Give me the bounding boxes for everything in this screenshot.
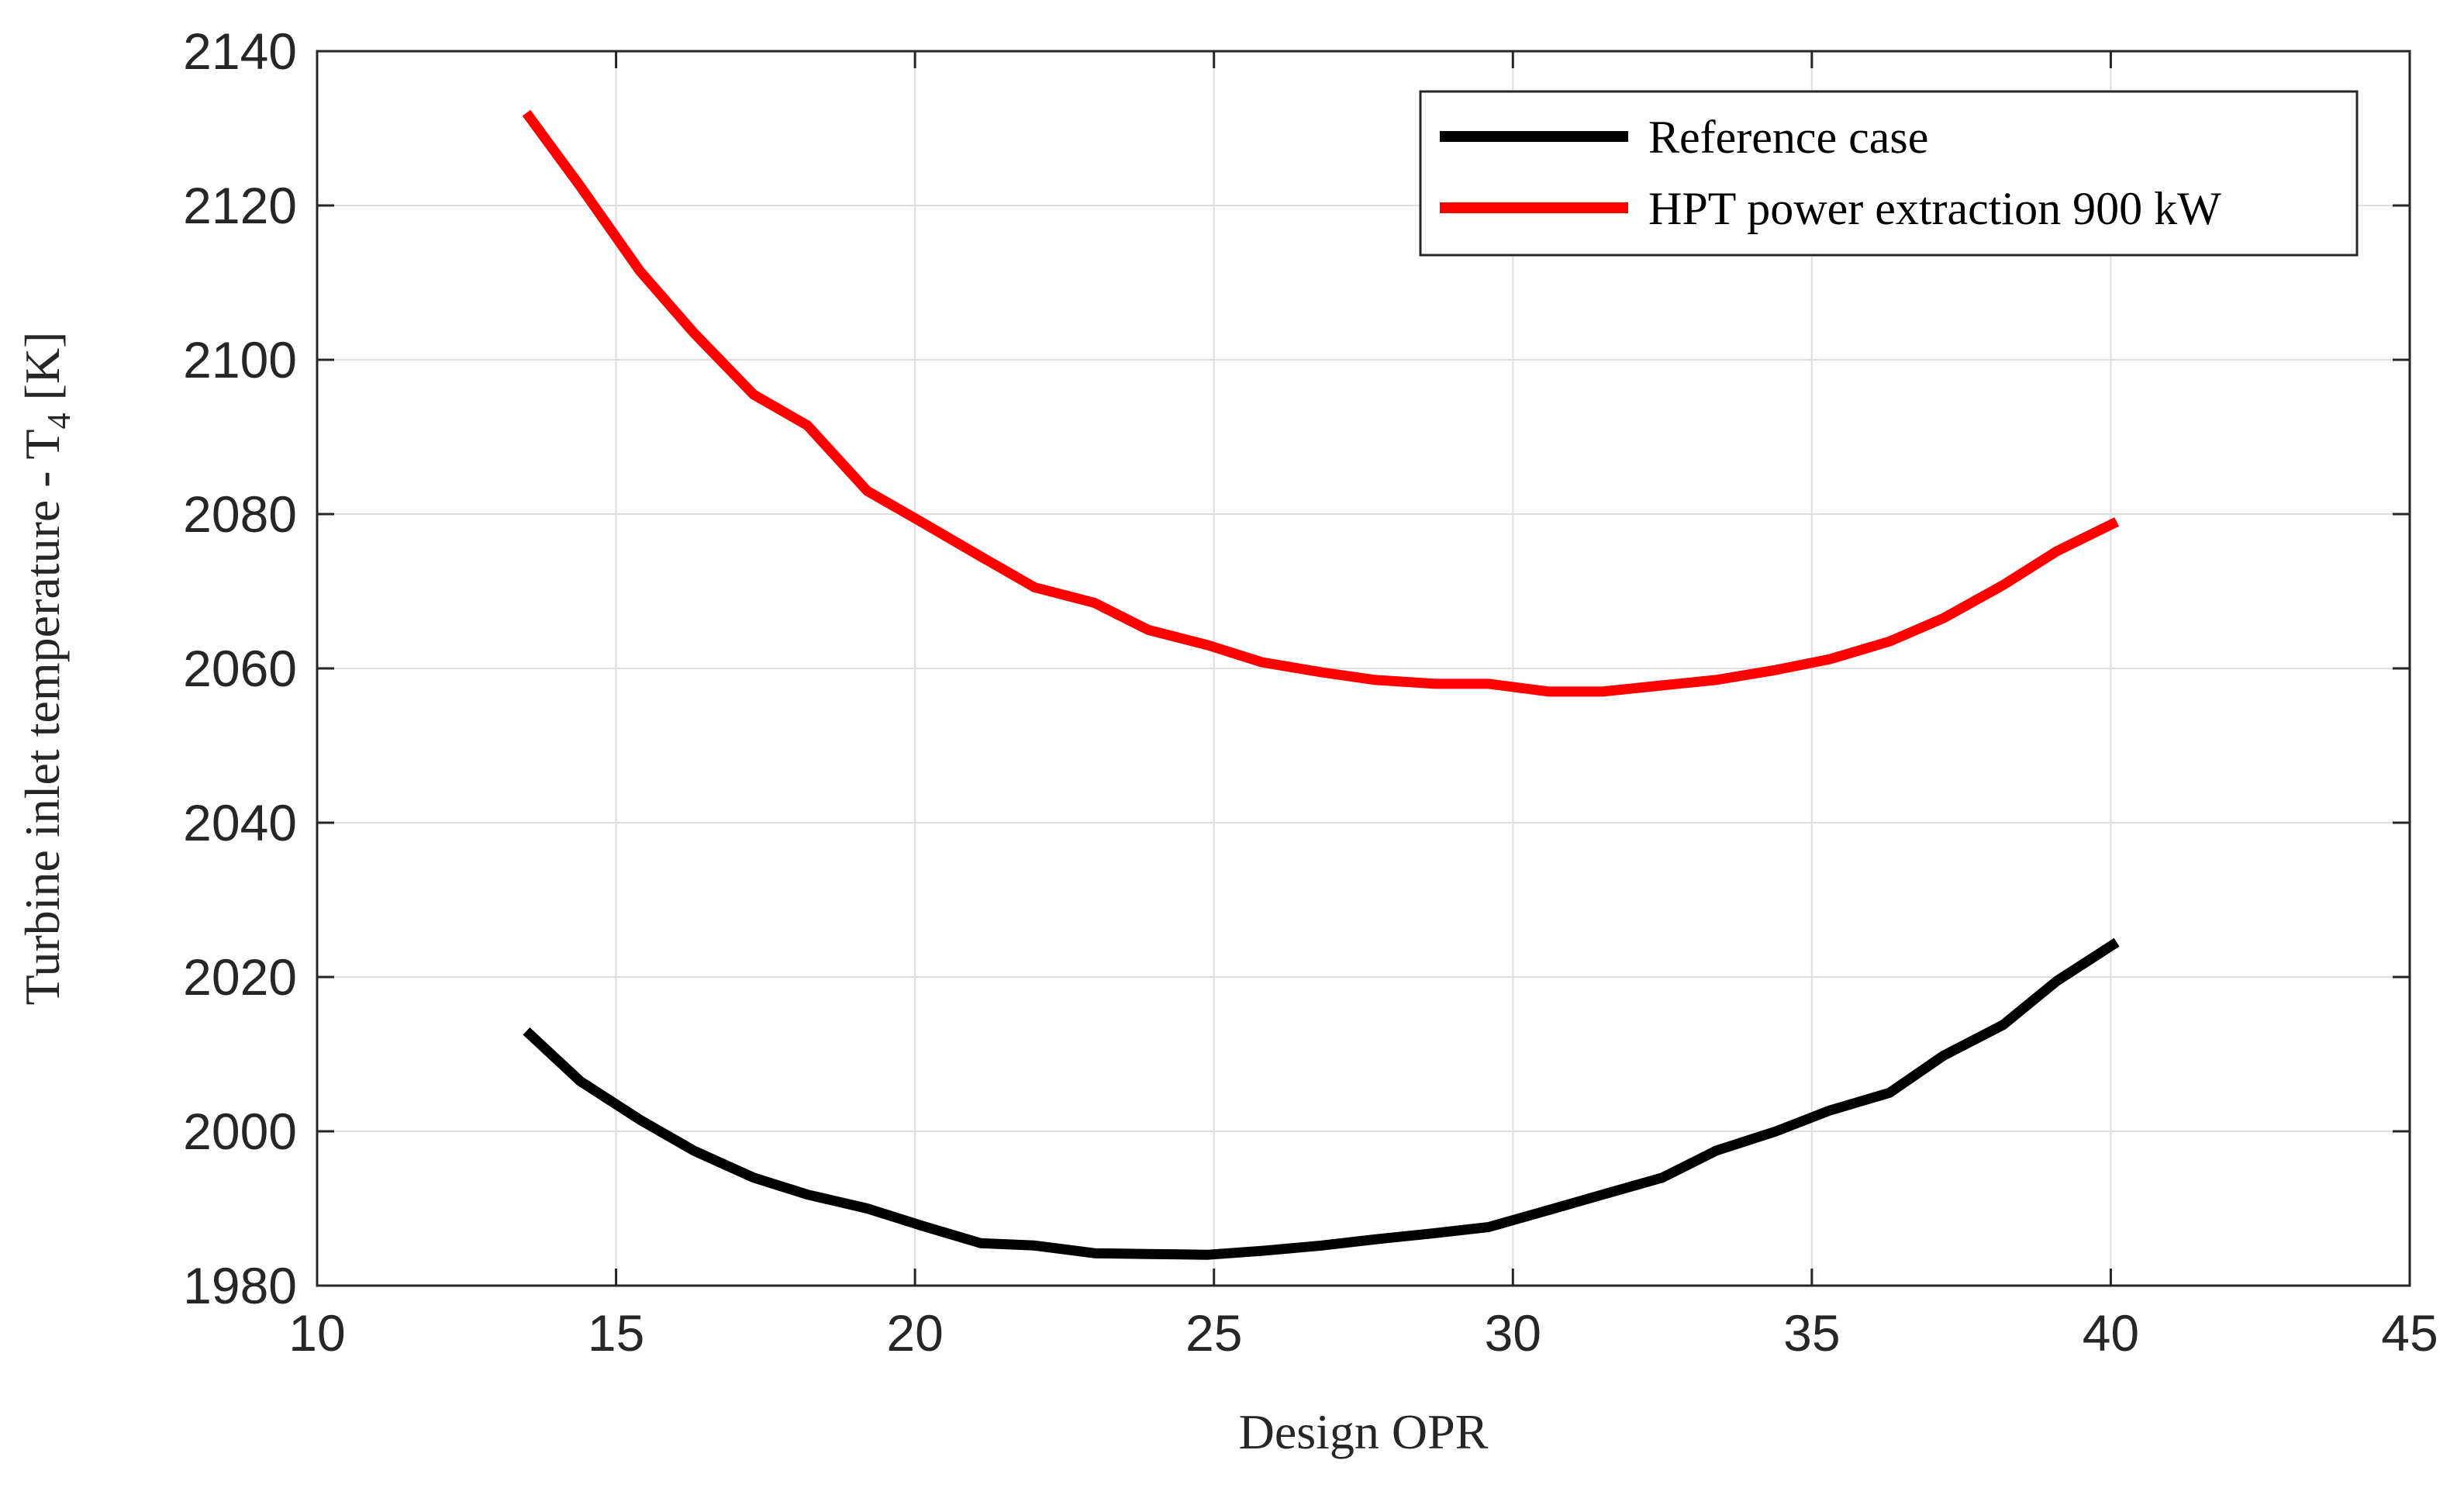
x-tick-label: 40: [2083, 1304, 2139, 1362]
x-tick-label: 30: [1485, 1304, 1541, 1362]
x-tick-label: 15: [588, 1304, 644, 1362]
x-axis-title: Design OPR: [1239, 1404, 1489, 1459]
y-tick-label: 1980: [183, 1257, 297, 1314]
x-tick-label: 20: [886, 1304, 943, 1362]
axis-ticks: 10 15 20 25 30 35 40 45 1980 2000 2020 2040 2060 2080…: [183, 22, 2438, 1362]
legend-label-hpt-power-extraction: HPT power extraction 900 kW: [1648, 183, 2221, 234]
y-tick-label: 2040: [183, 794, 297, 851]
x-tick-label: 35: [1783, 1304, 1840, 1362]
y-axis-title-unit: [K]: [15, 332, 70, 413]
y-tick-label: 2060: [183, 640, 297, 697]
series-lines: [522, 109, 2120, 1260]
x-tick-label: 10: [288, 1304, 345, 1362]
legend-label-reference-case: Reference case: [1648, 112, 1928, 163]
legend-box: [1419, 90, 2359, 257]
x-tick-label: 25: [1185, 1304, 1242, 1362]
y-axis-title-subscript: 4: [42, 413, 78, 429]
y-axis-title: Turbine inlet temperature - T4 [K]: [15, 332, 78, 1006]
y-tick-label: 2140: [183, 22, 297, 80]
x-tick-label: 45: [2381, 1304, 2438, 1362]
y-tick-label: 2100: [183, 331, 297, 388]
y-tick-label: 2080: [183, 485, 297, 543]
y-axis-title-main: Turbine inlet temperature - T: [15, 429, 70, 1005]
series-line-reference-case: [523, 937, 2120, 1260]
y-tick-label: 2020: [183, 948, 297, 1006]
legend: Reference case HPT power extraction 900 …: [1419, 90, 2359, 257]
series-line-hpt-power-extraction: [522, 109, 2119, 697]
y-tick-label: 2120: [183, 177, 297, 234]
y-tick-label: 2000: [183, 1103, 297, 1160]
